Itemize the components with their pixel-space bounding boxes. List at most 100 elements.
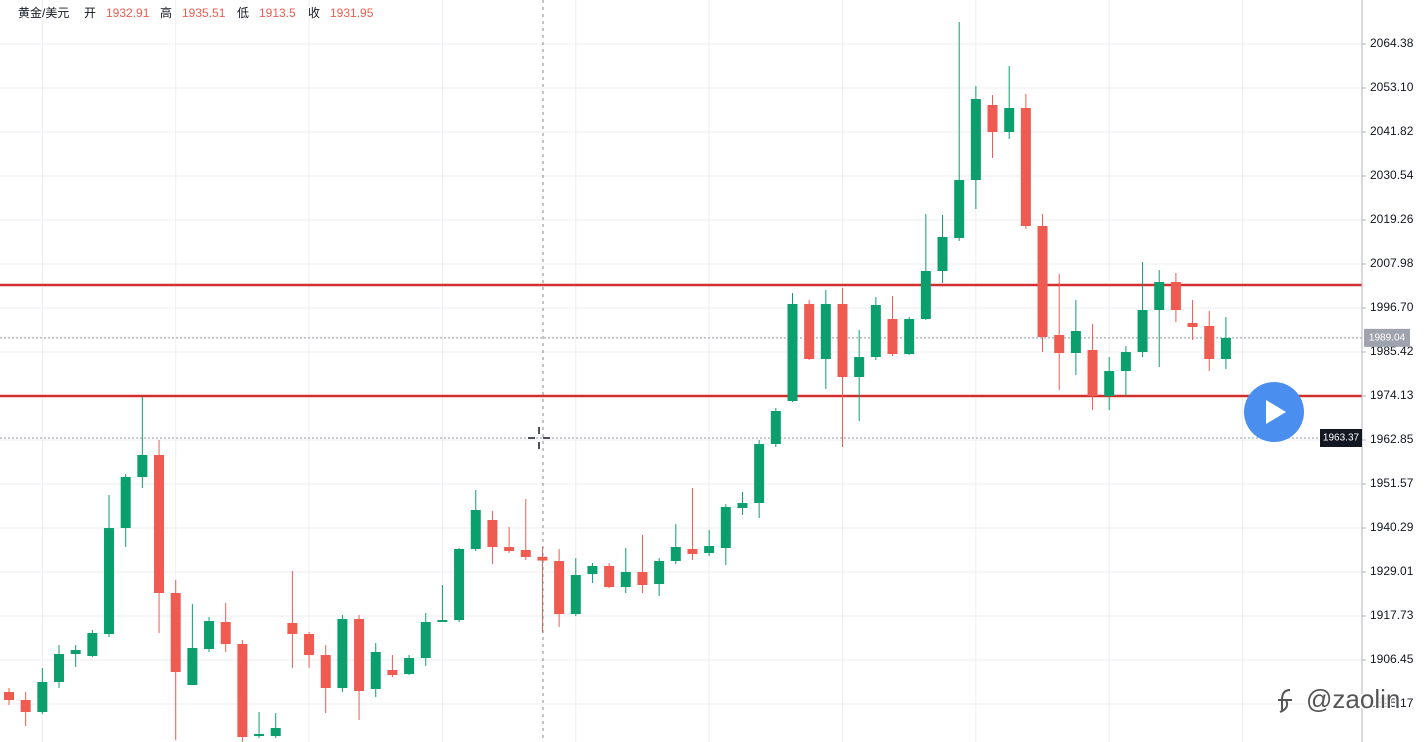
candle-body xyxy=(54,654,65,683)
candle-body xyxy=(1087,349,1098,397)
y-tick-label: 1929.01 xyxy=(1370,564,1414,578)
close-label: 收 xyxy=(308,6,320,20)
y-tick-label: 1906.45 xyxy=(1370,652,1414,666)
crosshair-cursor xyxy=(528,427,550,449)
candle-body xyxy=(1104,371,1115,397)
candle-body xyxy=(254,734,265,737)
candle-body xyxy=(620,572,631,588)
y-tick-label: 1974.13 xyxy=(1370,388,1414,402)
candle-body xyxy=(604,566,615,588)
candle-body xyxy=(570,575,581,615)
legend-header: 黄金/美元 开 1932.91 高 1935.51 低 1913.5 收 193… xyxy=(18,5,374,20)
candle-body xyxy=(437,620,448,623)
candle-body xyxy=(770,411,781,444)
candle-body xyxy=(1137,310,1148,353)
candle-body xyxy=(920,271,931,320)
candle-body xyxy=(87,633,98,657)
y-tick-label: 1895.17 xyxy=(1370,696,1414,710)
candle-body xyxy=(1170,282,1181,311)
candle-body xyxy=(554,561,565,615)
low-value: 1913.5 xyxy=(259,6,296,20)
candle-body xyxy=(987,105,998,132)
candle-body xyxy=(237,644,248,738)
candle-body xyxy=(737,503,748,509)
last-price-box xyxy=(1364,328,1410,347)
candle-body xyxy=(587,566,598,575)
candle-body xyxy=(1070,330,1081,353)
candle-body xyxy=(154,454,165,593)
candle-body xyxy=(1054,335,1065,353)
candle-body xyxy=(654,561,665,585)
candle-body xyxy=(137,454,148,477)
candle-body xyxy=(387,669,398,676)
candle-body xyxy=(670,547,681,562)
candle-body xyxy=(304,633,315,656)
candle-body xyxy=(1220,337,1231,360)
candle-body xyxy=(870,305,881,358)
y-tick-label: 2030.54 xyxy=(1370,168,1414,182)
candle-body xyxy=(854,357,865,378)
candle-body xyxy=(37,682,48,713)
candle-body xyxy=(1020,108,1031,226)
candle-body xyxy=(1037,225,1048,338)
open-value: 1932.91 xyxy=(106,6,150,20)
candle-body xyxy=(270,727,281,737)
candle-body xyxy=(1120,352,1131,372)
high-label: 高 xyxy=(160,5,172,20)
last-price-label: 1989.04 xyxy=(1369,333,1406,344)
candle-body xyxy=(370,652,381,690)
candle-body xyxy=(504,547,515,552)
candle-body xyxy=(904,319,915,355)
candle-body xyxy=(704,545,715,554)
symbol: 黄金/美元 xyxy=(18,5,69,20)
close-value: 1931.95 xyxy=(330,6,374,20)
candle-body xyxy=(754,443,765,504)
candles xyxy=(4,21,1231,742)
y-tick-label: 2053.10 xyxy=(1370,80,1414,94)
play-button[interactable] xyxy=(1244,382,1304,442)
candle-body xyxy=(970,98,981,181)
open-label: 开 xyxy=(84,6,96,20)
candle-body xyxy=(687,549,698,554)
grid xyxy=(0,0,1362,742)
candle-body xyxy=(487,520,498,548)
y-tick-label: 1996.70 xyxy=(1370,300,1414,314)
y-tick-label: 1940.29 xyxy=(1370,520,1414,534)
candle-body xyxy=(720,506,731,549)
candle-body xyxy=(454,549,465,621)
candle-body xyxy=(804,304,815,360)
candle-body xyxy=(520,550,531,557)
watermark: @zaolin xyxy=(1278,682,1402,715)
candle-body xyxy=(637,572,648,586)
crosshair-price-label: 1963.37 xyxy=(1323,433,1360,444)
candle-body xyxy=(220,622,231,645)
low-label: 低 xyxy=(237,6,249,20)
watermark-logo xyxy=(1278,689,1292,713)
level-lines xyxy=(0,283,1362,439)
candle-body xyxy=(1004,108,1015,132)
candle-body xyxy=(787,304,798,402)
candle-body xyxy=(820,304,831,360)
watermark-text: @zaolin xyxy=(1306,684,1400,714)
y-tick-label: 2064.38 xyxy=(1370,36,1414,50)
candle-body xyxy=(470,509,481,550)
candle-body xyxy=(187,647,198,686)
candle-body xyxy=(354,619,365,692)
candle-body xyxy=(954,180,965,239)
candle-body xyxy=(837,304,848,378)
y-tick-label: 1917.73 xyxy=(1370,608,1414,622)
y-tick-label: 2007.98 xyxy=(1370,256,1414,270)
candle-body xyxy=(937,236,948,272)
price-axis: 2064.38 2053.10 2041.82 2030.54 2019.26 2007.… xyxy=(1320,0,1414,742)
high-value: 1935.51 xyxy=(182,6,226,20)
candle-body xyxy=(20,700,31,713)
candle-body xyxy=(537,556,548,561)
play-icon[interactable] xyxy=(1266,400,1286,424)
candle-body xyxy=(420,622,431,659)
candle-body xyxy=(120,476,131,529)
candle-body xyxy=(287,622,298,634)
candle-body xyxy=(337,619,348,689)
candle-body xyxy=(1154,282,1165,311)
